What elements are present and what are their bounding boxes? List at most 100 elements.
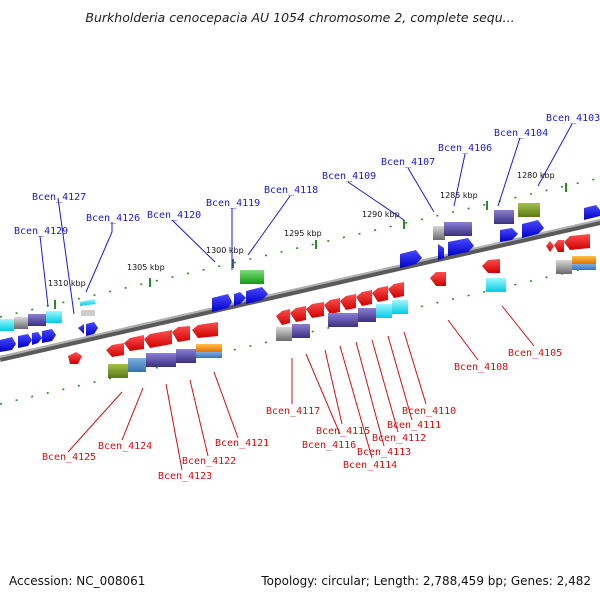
gene-feature[interactable] — [376, 304, 392, 318]
gene-arrow[interactable] — [246, 287, 268, 304]
gene-arrow[interactable] — [306, 302, 324, 318]
gene-arrow[interactable] — [192, 322, 218, 338]
gene-arrow[interactable] — [324, 298, 340, 314]
gene-label[interactable]: Bcen_4119 — [206, 198, 260, 209]
gene-label[interactable]: Bcen_4124 — [98, 441, 152, 452]
gene-feature[interactable] — [572, 256, 596, 264]
gene-label[interactable]: Bcen_4105 — [508, 348, 562, 359]
gene-label[interactable]: Bcen_4110 — [402, 406, 456, 417]
gene-arrow[interactable] — [340, 294, 356, 310]
gene-arrow[interactable] — [482, 259, 500, 273]
gene-feature[interactable] — [108, 364, 128, 378]
gene-label[interactable]: Bcen_4125 — [42, 452, 96, 463]
gene-label[interactable]: Bcen_4115 — [316, 426, 370, 437]
kbp-tick-label: 1295 kbp — [284, 229, 322, 238]
kbp-tick-label: 1300 kbp — [206, 246, 244, 255]
gene-feature[interactable] — [28, 314, 46, 326]
gene-feature[interactable] — [128, 358, 146, 372]
major-ticks — [54, 183, 567, 309]
gene-arrow[interactable] — [86, 322, 98, 336]
gene-feature[interactable] — [196, 352, 222, 358]
genome-backbone — [0, 219, 600, 362]
gene-label[interactable]: Bcen_4117 — [266, 406, 320, 417]
gene-arrow[interactable] — [106, 343, 124, 357]
gene-label[interactable]: Bcen_4118 — [264, 185, 318, 196]
gene-feature[interactable] — [81, 310, 95, 316]
gene-feature[interactable] — [276, 327, 292, 341]
gene-feature[interactable] — [572, 264, 596, 270]
gene-label[interactable]: Bcen_4104 — [494, 128, 548, 139]
gene-feature[interactable] — [494, 210, 514, 224]
gene-feature[interactable] — [292, 324, 310, 338]
gene-arrow[interactable] — [584, 205, 600, 220]
gene-label[interactable]: Bcen_4106 — [438, 143, 492, 154]
gene-feature[interactable] — [176, 349, 196, 363]
gene-label[interactable]: Bcen_4109 — [322, 171, 376, 182]
gene-label[interactable]: Bcen_4122 — [182, 456, 236, 467]
gene-arrow[interactable] — [234, 292, 246, 306]
gene-arrow[interactable] — [356, 290, 372, 306]
gene-arrow[interactable] — [18, 334, 32, 348]
gene-feature[interactable] — [518, 203, 540, 217]
gene-label[interactable]: Bcen_4103 — [546, 113, 600, 124]
gene-arrow[interactable] — [400, 250, 422, 268]
map-title: Burkholderia cenocepacia AU 1054 chromos… — [85, 10, 515, 25]
gene-label[interactable]: Bcen_4126 — [86, 213, 140, 224]
gene-label[interactable]: Bcen_4129 — [14, 226, 68, 237]
gene-feature[interactable] — [358, 308, 376, 322]
gene-feature[interactable] — [196, 344, 222, 352]
kbp-tick-label: 1290 kbp — [362, 210, 400, 219]
gene-arrow[interactable] — [290, 306, 306, 322]
gene-arrow[interactable] — [32, 332, 42, 345]
accession-text: Accession: NC_008061 — [9, 574, 146, 588]
kbp-tick-label: 1305 kbp — [127, 263, 165, 272]
bottom-strand-features — [106, 234, 596, 378]
gene-label[interactable]: Bcen_4120 — [147, 210, 201, 221]
gene-arrow[interactable] — [78, 324, 84, 334]
gene-feature[interactable] — [556, 260, 572, 274]
gene-arrow[interactable] — [276, 309, 290, 325]
gene-feature[interactable] — [240, 270, 264, 284]
gene-arrow[interactable] — [0, 337, 16, 352]
gene-label[interactable]: Bcen_4123 — [158, 471, 212, 482]
gene-arrow[interactable] — [80, 299, 96, 306]
gene-label[interactable]: Bcen_4116 — [302, 440, 356, 451]
kbp-tick-label: 1310 kbp — [48, 279, 86, 288]
gene-arrow[interactable] — [448, 238, 474, 256]
gene-label[interactable]: Bcen_4114 — [343, 460, 397, 471]
gene-label[interactable]: Bcen_4107 — [381, 157, 435, 168]
gene-arrow[interactable] — [42, 329, 56, 343]
gene-label[interactable]: Bcen_4108 — [454, 362, 508, 373]
gene-feature[interactable] — [392, 300, 408, 314]
gene-label[interactable]: Bcen_4112 — [372, 433, 426, 444]
gene-arrow[interactable] — [546, 241, 554, 252]
gene-arrow[interactable] — [388, 282, 404, 298]
gene-feature[interactable] — [14, 317, 28, 329]
gene-arrow[interactable] — [564, 234, 590, 250]
gene-feature[interactable] — [328, 313, 358, 327]
upper-tick-row — [0, 177, 600, 318]
gene-feature[interactable] — [146, 353, 176, 367]
gene-feature[interactable] — [46, 311, 62, 323]
gene-label[interactable]: Bcen_4127 — [32, 192, 86, 203]
gene-arrow[interactable] — [554, 240, 564, 252]
gene-arrow[interactable] — [144, 330, 172, 348]
gene-arrow[interactable] — [172, 326, 190, 342]
gene-label[interactable]: Bcen_4113 — [357, 447, 411, 458]
gene-arrow[interactable] — [500, 228, 518, 242]
gene-arrow[interactable] — [438, 244, 444, 260]
gene-arrow[interactable] — [212, 294, 232, 312]
gene-feature[interactable] — [433, 226, 445, 240]
gene-arrow[interactable] — [430, 272, 446, 286]
gene-arrow[interactable] — [522, 220, 544, 238]
gene-label[interactable]: Bcen_4121 — [215, 438, 269, 449]
gene-arrow[interactable] — [68, 352, 82, 364]
gene-arrow[interactable] — [124, 335, 144, 351]
top-leader-lines — [39, 123, 573, 315]
gene-feature[interactable] — [0, 319, 14, 331]
kbp-tick-label: 1285 kbp — [440, 191, 478, 200]
gene-label[interactable]: Bcen_4111 — [387, 420, 441, 431]
gene-arrow[interactable] — [372, 286, 388, 302]
gene-feature[interactable] — [486, 278, 506, 292]
gene-feature[interactable] — [444, 222, 472, 236]
